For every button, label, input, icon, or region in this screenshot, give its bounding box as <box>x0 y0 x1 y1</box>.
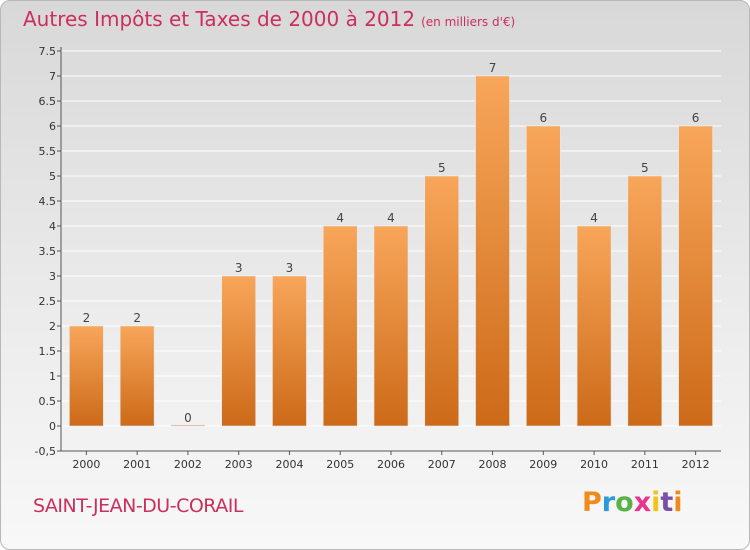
y-axis-ticks: -0,5 0 0.5 1 1.5 2 2.5 3 3.5 4 4.5 5 5.5 6 6.5 7 7.5 <box>35 45 61 458</box>
x-tick-label: 2000 <box>72 458 100 471</box>
data-label-2012: 6 <box>692 111 700 125</box>
bar-2010 <box>576 225 612 427</box>
brand-letter: r <box>601 487 616 518</box>
brand-letter: o <box>615 487 634 518</box>
y-tick-label: 5.5 <box>39 145 57 158</box>
y-tick-label: 6 <box>49 120 56 133</box>
data-label-2011: 5 <box>641 161 649 175</box>
bar-2008 <box>475 75 510 427</box>
y-tick-label: 4.5 <box>39 195 57 208</box>
y-tick-label: 3 <box>49 270 56 283</box>
data-label-2010: 4 <box>590 211 598 225</box>
data-label-2007: 5 <box>438 161 446 175</box>
bar-2005 <box>322 225 358 427</box>
data-label-2003: 3 <box>235 261 243 275</box>
bar-2007 <box>424 175 460 427</box>
x-tick-label: 2001 <box>123 458 151 471</box>
data-label-2006: 4 <box>387 211 395 225</box>
brand-letter: P <box>582 487 602 518</box>
bar-2012 <box>678 125 713 427</box>
data-label-2008: 7 <box>489 61 497 75</box>
brand-letter: i <box>651 487 661 518</box>
y-tick-label: 6.5 <box>39 95 57 108</box>
data-label-2004: 3 <box>286 261 294 275</box>
y-tick-label: 3.5 <box>39 245 57 258</box>
y-tick-label: 7.5 <box>39 45 57 58</box>
bar-2000 <box>69 325 104 427</box>
data-label-2001: 2 <box>133 311 141 325</box>
brand-logo[interactable]: Proxiti <box>582 487 683 518</box>
chart-title-text: Autres Impôts et Taxes de 2000 à 2012 <box>23 7 416 31</box>
brand-letter: i <box>673 487 683 518</box>
y-tick-label: 5 <box>49 170 56 183</box>
x-tick-label: 2004 <box>275 458 303 471</box>
y-tick-label: 4 <box>49 220 56 233</box>
x-tick-label: 2011 <box>631 458 659 471</box>
bar-2003 <box>221 275 256 427</box>
bar-2004 <box>272 275 307 427</box>
x-tick-label: 2012 <box>682 458 710 471</box>
x-tick-label: 2008 <box>479 458 507 471</box>
bar-2001 <box>119 325 155 427</box>
data-label-2009: 6 <box>539 111 547 125</box>
y-tick-label: 0.5 <box>39 395 57 408</box>
commune-name: SAINT-JEAN-DU-CORAIL <box>33 495 243 517</box>
data-label-2002: 0 <box>184 411 192 425</box>
y-tick-label: -0,5 <box>35 445 56 458</box>
x-tick-label: 2010 <box>580 458 608 471</box>
y-tick-label: 2.5 <box>39 295 57 308</box>
chart-subtitle: (en milliers d'€) <box>421 15 516 29</box>
bar-2006 <box>373 225 409 427</box>
x-tick-label: 2006 <box>377 458 405 471</box>
bar-2011 <box>627 175 663 427</box>
y-tick-label: 7 <box>49 70 56 83</box>
y-tick-label: 2 <box>49 320 56 333</box>
y-tick-label: 0 <box>49 420 56 433</box>
x-tick-label: 2002 <box>174 458 202 471</box>
y-tick-label: 1 <box>49 370 56 383</box>
brand-letter: x <box>633 487 652 518</box>
brand-letter: t <box>660 487 674 518</box>
bar-2002 <box>170 424 206 427</box>
chart-title: Autres Impôts et Taxes de 2000 à 2012 (en… <box>23 7 515 31</box>
data-label-2005: 4 <box>336 211 344 225</box>
x-tick-label: 2003 <box>225 458 253 471</box>
y-tick-label: 1.5 <box>39 345 57 358</box>
bar-2009 <box>526 125 561 427</box>
x-tick-label: 2005 <box>326 458 354 471</box>
x-axis-ticks: 2000 2001 2002 2003 2004 2005 2006 2007 2008 2009… <box>72 451 710 471</box>
data-labels: 2 2 0 3 3 4 4 5 7 6 4 5 6 <box>83 61 700 425</box>
x-tick-label: 2009 <box>529 458 557 471</box>
bar-series <box>69 75 713 427</box>
x-tick-label: 2007 <box>428 458 456 471</box>
data-label-2000: 2 <box>83 311 91 325</box>
